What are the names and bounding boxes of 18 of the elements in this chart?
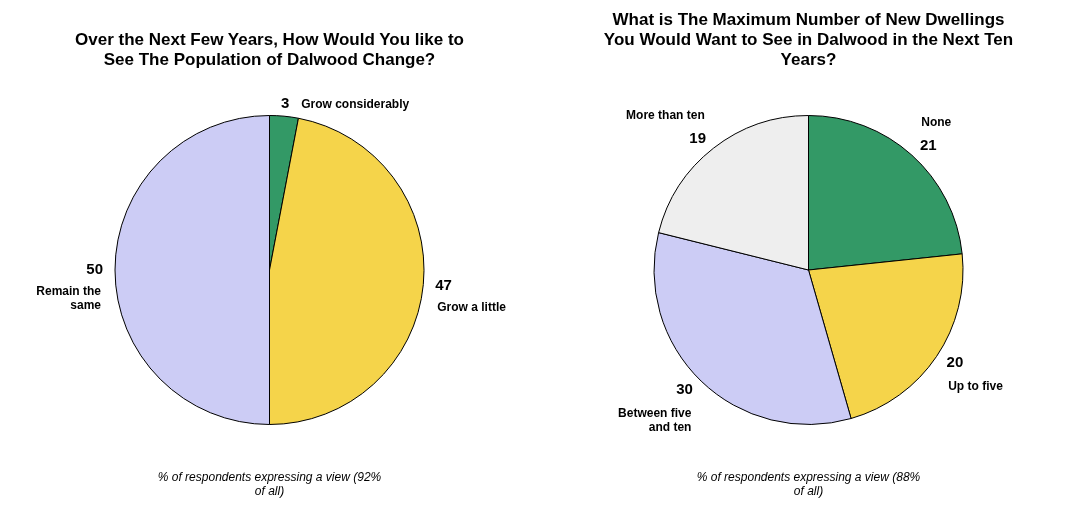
slice-label: Up to five xyxy=(948,378,1004,393)
data-label: 21 xyxy=(919,136,937,154)
slice-label: Remain the same xyxy=(36,284,102,313)
chart-title: What is The Maximum Number of New Dwellings You Would Want to See in Dalwood in the Next Ten Years? xyxy=(602,9,1015,70)
data-label: 20 xyxy=(946,353,964,371)
data-label: 19 xyxy=(689,128,706,146)
text: % of respondents expressing a view (92% of all) xyxy=(156,470,383,498)
chart-title: Over the Next Few Years, How Would You like to See The Population of Dalwood Change? xyxy=(74,29,465,70)
data-label: 47 xyxy=(435,275,452,293)
slice-label: Between five and ten xyxy=(618,405,692,434)
slice-label: Grow a little xyxy=(437,300,507,315)
data-label: 30 xyxy=(676,379,693,397)
slice-label: More than ten xyxy=(626,107,705,122)
data-label: 3 xyxy=(281,94,290,112)
slice-label: None xyxy=(921,115,952,130)
text: % of respondents expressing a view (88% of all) xyxy=(695,470,922,498)
slice-label: Grow considerably xyxy=(301,96,410,111)
data-label: 50 xyxy=(86,260,103,278)
